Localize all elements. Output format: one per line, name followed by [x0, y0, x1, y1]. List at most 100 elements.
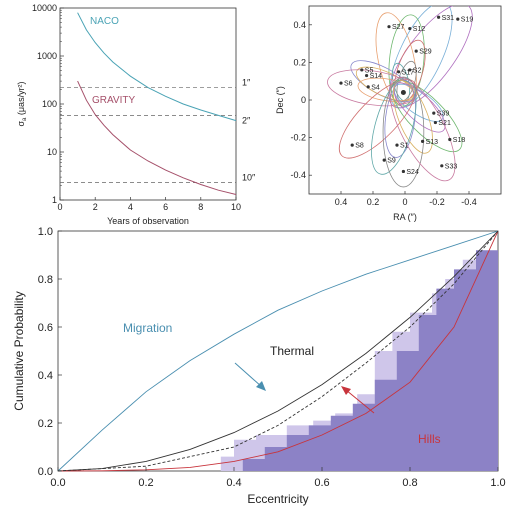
gravity-label: GRAVITY: [92, 95, 135, 106]
star-marker: [432, 111, 436, 115]
star-label: S14: [370, 73, 383, 80]
x-tick-label: -0.2: [429, 197, 445, 207]
star-marker: [365, 73, 369, 78]
eccentricity-xlabel: Eccentricity: [247, 492, 308, 506]
y-tick-label: 0.4: [293, 20, 306, 30]
series-line-thermal: [57, 230, 499, 472]
orbit-s12: [388, 14, 425, 107]
star-marker: [437, 15, 441, 19]
x-tick-label: 0.2: [367, 197, 380, 207]
star-label: S17: [402, 69, 415, 76]
hills-label: Hills: [418, 432, 441, 446]
orbit-s6: [327, 69, 418, 107]
star-marker: [456, 17, 460, 21]
migration-arrow: [234, 362, 266, 391]
precision-ylabel-units: (μas/yr²): [16, 81, 26, 115]
eccentricity-panel: 0.0 0.2 0.4 0.6 0.8 1.0 0.0 0.2 0.4 0.6 0.8 1.0 Mig…: [12, 226, 506, 506]
series-line-hills: [57, 230, 499, 472]
star-label: S2: [413, 67, 422, 74]
y-tick-label: 0.2: [293, 57, 306, 67]
y-tick-label: 0: [301, 95, 306, 105]
star-marker: [401, 169, 405, 174]
star-marker: [433, 120, 437, 125]
x-tick-label: 0: [57, 202, 62, 212]
orbit-s31: [389, 6, 453, 109]
orbits-ylabel: Dec (″): [275, 86, 285, 114]
star-marker: [414, 49, 418, 53]
star-label: S24: [406, 169, 419, 176]
orbit-s29: [393, 39, 426, 104]
star-label: S13: [426, 139, 439, 146]
x-tick-label: 0: [402, 197, 407, 207]
star-label: S33: [445, 163, 458, 170]
sgr-a-star-marker: [400, 89, 406, 95]
y-tick-label: 100: [42, 99, 57, 109]
orbit-s1: [384, 79, 416, 158]
star-marker: [395, 143, 399, 147]
precision-ylabel-sub: a: [22, 117, 28, 121]
y-tick-label: 10: [47, 147, 57, 157]
star-label: S9: [387, 158, 396, 165]
star-marker: [387, 25, 391, 29]
orbit-s24: [382, 76, 425, 188]
x-tick-label: 0.0: [50, 477, 65, 489]
x-tick-label: 6: [163, 202, 168, 212]
y-tick-label: 0.2: [38, 418, 53, 430]
star-marker: [360, 68, 364, 72]
star-label: S4: [371, 84, 380, 91]
precision-ylabel-symbol: σ: [16, 121, 26, 127]
y-tick-label: 0.0: [38, 466, 53, 478]
precision-panel: 1″ 2″ 10″ 0 2 4 6 8 10 1 10 100 1000 10000 NACO GRAV…: [16, 3, 256, 226]
star-marker: [382, 158, 386, 162]
y-tick-label: 10000: [32, 3, 57, 13]
orbit-s8: [338, 79, 417, 159]
star-label: S21: [438, 120, 451, 127]
y-tick-label: -0.4: [290, 170, 306, 180]
x-tick-label: 4: [128, 202, 133, 212]
reference-line-label: 2″: [242, 115, 251, 125]
star-label: S19: [461, 17, 474, 24]
orbit-s9: [371, 77, 417, 175]
reference-line-label: 1″: [242, 78, 251, 88]
precision-ylabel: σa (μas/yr²): [16, 81, 28, 126]
star-label: S39: [437, 111, 450, 118]
y-tick-label: 0.6: [38, 322, 53, 334]
orbit-s33: [389, 76, 456, 182]
x-tick-label: 10: [231, 202, 241, 212]
thermal-label: Thermal: [270, 344, 314, 358]
star-marker: [440, 164, 444, 168]
star-marker: [339, 81, 343, 85]
star-marker: [350, 143, 354, 147]
reference-line-label: 10″: [242, 173, 256, 183]
orbit-s18: [390, 79, 463, 153]
cumulative-fill: [58, 231, 498, 471]
x-tick-label: 0.2: [138, 477, 153, 489]
naco-label: NACO: [90, 16, 119, 27]
x-tick-label: 0.8: [402, 477, 417, 489]
star-marker: [397, 70, 401, 74]
y-tick-label: 1: [52, 195, 57, 205]
x-tick-label: 8: [198, 202, 203, 212]
eccentricity-ylabel: Cumulative Probability: [12, 291, 26, 410]
series-line-migration: [57, 230, 499, 472]
star-label: S5: [365, 67, 374, 74]
orbits-xlabel: RA (″): [393, 212, 417, 222]
series-line-gravity: [77, 80, 237, 195]
y-tick-label: 1.0: [38, 226, 53, 238]
star-label: S12: [413, 26, 426, 33]
x-tick-label: 2: [93, 202, 98, 212]
x-tick-label: 0.4: [335, 197, 348, 207]
series-line-naco: [77, 12, 237, 122]
star-label: S29: [419, 49, 432, 56]
star-label: S31: [442, 15, 455, 22]
star-marker: [366, 85, 370, 89]
orbit-s19: [388, 6, 473, 109]
x-tick-label: 0.6: [314, 477, 329, 489]
star-label: S18: [453, 137, 466, 144]
star-label: S6: [344, 81, 353, 88]
y-tick-label: -0.2: [290, 133, 306, 143]
orbit-s13: [393, 80, 433, 154]
star-marker: [448, 137, 452, 142]
y-tick-label: 0.4: [38, 370, 53, 382]
